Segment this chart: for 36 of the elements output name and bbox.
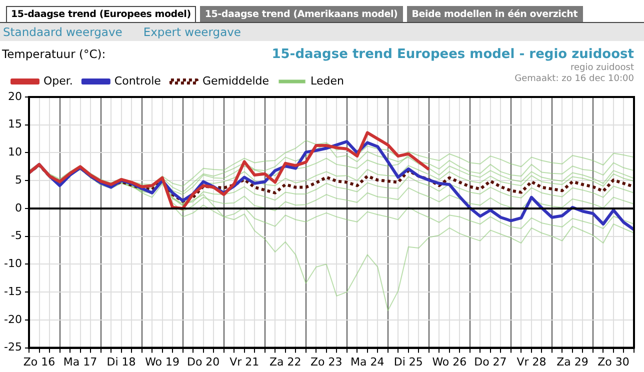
y-tick-label: -10 bbox=[4, 257, 22, 270]
x-tick-label: Wo 19 bbox=[145, 355, 180, 368]
legend-label: Leden bbox=[310, 74, 344, 88]
y-tick-label: 0 bbox=[15, 201, 22, 214]
y-tick-label: 20 bbox=[8, 90, 22, 103]
x-tick-label: Zo 30 bbox=[598, 355, 630, 368]
x-tick-label: Za 22 bbox=[269, 355, 302, 368]
x-tick-label: Wo 26 bbox=[432, 355, 467, 368]
legend-label: Oper. bbox=[44, 74, 73, 88]
text: Gemaakt: zo 16 dec 10:00 bbox=[514, 74, 634, 85]
y-tick-label: -25 bbox=[4, 340, 22, 354]
y-tick-label: 15 bbox=[8, 118, 22, 131]
y-tick-label: 5 bbox=[15, 173, 22, 186]
y-tick-label: -15 bbox=[4, 284, 22, 298]
x-tick-label: Ma 24 bbox=[350, 355, 384, 368]
y-axis-title: Temperatuur (°C): bbox=[2, 47, 106, 63]
text: regio zuidoost bbox=[570, 63, 634, 74]
x-tick-label: Di 25 bbox=[394, 355, 423, 368]
x-tick-label: Do 27 bbox=[474, 355, 507, 368]
x-tick-label: Vr 21 bbox=[230, 355, 260, 368]
x-tick-label: Vr 28 bbox=[516, 355, 546, 368]
text: Expert weergave bbox=[143, 25, 241, 39]
text: Standaard weergave bbox=[3, 25, 122, 39]
y-tick-label: -20 bbox=[4, 312, 22, 326]
x-tick-label: Za 29 bbox=[556, 355, 588, 368]
legend-label: Controle bbox=[114, 74, 162, 88]
y-tick-label: 10 bbox=[8, 146, 22, 159]
chart-title: 15-daagse trend Europees model - regio zuidoost bbox=[272, 47, 634, 62]
x-tick-label: Do 20 bbox=[186, 355, 220, 368]
x-tick-label: Zo 16 bbox=[23, 355, 56, 368]
legend-label: Gemiddelde bbox=[202, 74, 270, 88]
x-tick-label: Zo 23 bbox=[310, 355, 342, 368]
y-tick-label: -5 bbox=[11, 229, 22, 242]
text: 15-daagse trend (Europees model) bbox=[6, 6, 196, 22]
x-tick-label: Ma 17 bbox=[63, 355, 98, 368]
x-tick-label: Di 18 bbox=[106, 355, 136, 368]
